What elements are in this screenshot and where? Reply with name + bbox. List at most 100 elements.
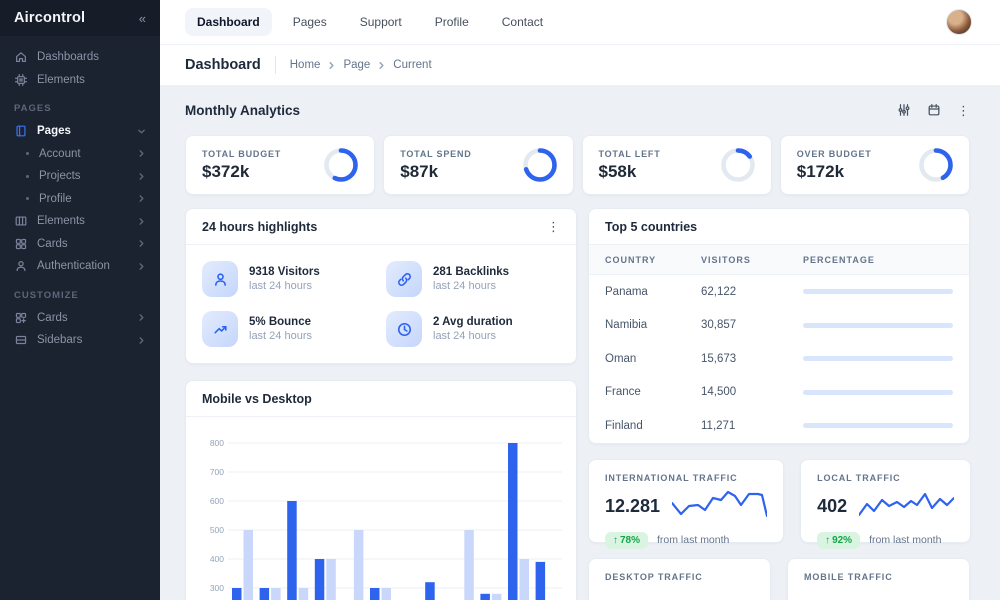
clock-icon: [386, 311, 422, 347]
sidebar-item-elements[interactable]: Elements: [0, 69, 160, 92]
chevron-right-icon: [137, 217, 146, 226]
country-visitors: 14,500: [701, 386, 737, 399]
breadcrumb-home[interactable]: Home: [289, 59, 321, 71]
sidebar-collapse-icon[interactable]: «: [138, 10, 146, 26]
sidebar-item-authentication[interactable]: Authentication: [0, 255, 160, 278]
section-title: Monthly Analytics: [185, 102, 301, 118]
content-area: Monthly Analytics ⋮ TOTAL BUDGET $37: [160, 85, 1000, 600]
sidebar-item-profile[interactable]: Profile: [0, 188, 160, 211]
local-traffic-card: LOCAL TRAFFIC 402 ↑ 92% from last month: [800, 458, 972, 549]
country-visitors: 11,271: [701, 419, 736, 432]
left-column: 24 hours highlights ⋮ 9318 Visitors las: [185, 208, 577, 600]
highlights-grid: 9318 Visitors last 24 hours 281 Backlink…: [186, 245, 576, 363]
country-name: Namibia: [605, 319, 648, 332]
change-value: 92%: [832, 534, 853, 546]
breadcrumb: Dashboard Home Page Current: [160, 45, 1000, 85]
traffic-row-2: DESKTOP TRAFFIC MOBILE TRAFFIC: [588, 557, 970, 600]
chevron-right-icon: [137, 262, 146, 271]
table-row: Panama 62,122: [589, 275, 969, 309]
highlight-title: 9318 Visitors: [249, 266, 320, 278]
country-visitors: 15,673: [701, 352, 737, 365]
filter-sliders-icon[interactable]: [897, 103, 911, 117]
trending-up-icon: [202, 311, 238, 347]
svg-text:700: 700: [210, 467, 224, 477]
tab-profile[interactable]: Profile: [434, 15, 469, 29]
sidebar-header: Aircontrol «: [0, 0, 160, 36]
stat-label: OVER BUDGET: [796, 148, 872, 159]
highlight-title: 281 Backlinks: [433, 266, 510, 278]
svg-text:300: 300: [210, 583, 224, 593]
sidebar-item-label: Sidebars: [37, 334, 83, 347]
stat-card-total-left: TOTAL LEFT $58k: [581, 135, 772, 195]
bullet-dot-icon: [26, 174, 29, 178]
calendar-icon[interactable]: [927, 103, 941, 117]
sidebar-item-sidebars[interactable]: Sidebars: [0, 329, 160, 352]
sidebar-item-pages[interactable]: Pages: [0, 120, 160, 143]
sidebar-item-dashboards[interactable]: Dashboards: [0, 46, 160, 69]
sidebar-item-account[interactable]: Account: [0, 143, 160, 166]
card-title: Top 5 countries: [605, 219, 698, 234]
breadcrumb-page[interactable]: Page: [343, 59, 371, 71]
over-donut-chart: [919, 148, 953, 182]
sidebar-item-cards[interactable]: Cards: [0, 233, 160, 256]
countries-table-header: COUNTRY VISITORS PERCENTAGE: [589, 245, 969, 275]
desktop-traffic-card: DESKTOP TRAFFIC: [588, 557, 771, 600]
traffic-label: DESKTOP TRAFFIC: [605, 571, 703, 582]
card-title: 24 hours highlights: [202, 219, 318, 234]
book-icon: [14, 124, 28, 138]
sidebar-item-elements-2[interactable]: Elements: [0, 210, 160, 233]
table-row: Oman 15,673: [589, 342, 969, 376]
user-icon: [14, 259, 28, 273]
sidebar-item-label: Cards: [37, 237, 68, 250]
traffic-row-1: INTERNATIONAL TRAFFIC 12.281 ↑ 78% from l…: [588, 458, 972, 549]
country-name: Panama: [605, 285, 648, 298]
table-row: France 14,500: [589, 376, 969, 410]
mobile-traffic-card: MOBILE TRAFFIC: [787, 557, 970, 600]
user-icon: [202, 261, 238, 297]
change-value: 78%: [620, 534, 641, 546]
main-area: Dashboard Pages Support Profile Contact …: [160, 0, 1000, 600]
stat-card-total-spend: TOTAL SPEND $87k: [383, 135, 574, 195]
dashboard-columns: 24 hours highlights ⋮ 9318 Visitors las: [185, 208, 972, 600]
divider: [274, 56, 276, 74]
sidebar-item-cards-customize[interactable]: Cards: [0, 307, 160, 330]
highlight-title: 2 Avg duration: [433, 316, 513, 328]
spend-donut-chart: [522, 148, 557, 182]
right-column: Top 5 countries COUNTRY VISITORS PERCENT…: [588, 208, 972, 600]
chart-header: Mobile vs Desktop: [186, 381, 576, 417]
chevron-right-icon: [137, 239, 146, 248]
kebab-menu-icon[interactable]: ⋮: [957, 102, 970, 118]
tab-contact[interactable]: Contact: [501, 15, 544, 29]
stat-card-over-budget: OVER BUDGET $172k: [779, 135, 970, 195]
grid-icon: [14, 237, 28, 251]
breadcrumb-current: Current: [393, 59, 432, 71]
sidebar-item-label: Elements: [37, 73, 85, 86]
international-traffic-card: INTERNATIONAL TRAFFIC 12.281 ↑ 78% from l…: [588, 458, 785, 549]
top-countries-card: Top 5 countries COUNTRY VISITORS PERCENT…: [588, 208, 970, 444]
percentage-bar: [803, 322, 953, 328]
tab-pages[interactable]: Pages: [292, 15, 327, 29]
sidebar-item-label: Projects: [39, 170, 81, 183]
sidebar-item-label: Pages: [37, 125, 71, 138]
stat-value: $58k: [598, 161, 637, 181]
stat-value: $172k: [796, 161, 845, 181]
tab-dashboard[interactable]: Dashboard: [185, 8, 272, 36]
tab-support[interactable]: Support: [359, 15, 402, 29]
arrow-up-icon: ↑: [613, 534, 618, 546]
user-avatar[interactable]: [946, 9, 972, 35]
budget-donut-chart: [324, 148, 359, 182]
percentage-bar: [803, 356, 953, 362]
sidebar-item-projects[interactable]: Projects: [0, 165, 160, 188]
table-row: Finland 11,271: [589, 409, 969, 443]
layout-rows-icon: [14, 333, 28, 347]
traffic-value: 402: [817, 496, 848, 516]
stat-value: $372k: [202, 161, 250, 181]
sidebar-nav: Dashboards Elements PAGES Pages: [0, 36, 160, 352]
arrow-up-icon: ↑: [825, 534, 831, 546]
stat-label: TOTAL BUDGET: [202, 148, 282, 159]
percentage-bar: [803, 423, 953, 429]
highlight-bounce: 5% Bounce last 24 hours: [202, 311, 376, 347]
sidebar-section-pages: PAGES: [14, 103, 52, 114]
kebab-menu-icon[interactable]: ⋮: [547, 219, 560, 234]
sidebar-item-label: Profile: [39, 192, 72, 205]
